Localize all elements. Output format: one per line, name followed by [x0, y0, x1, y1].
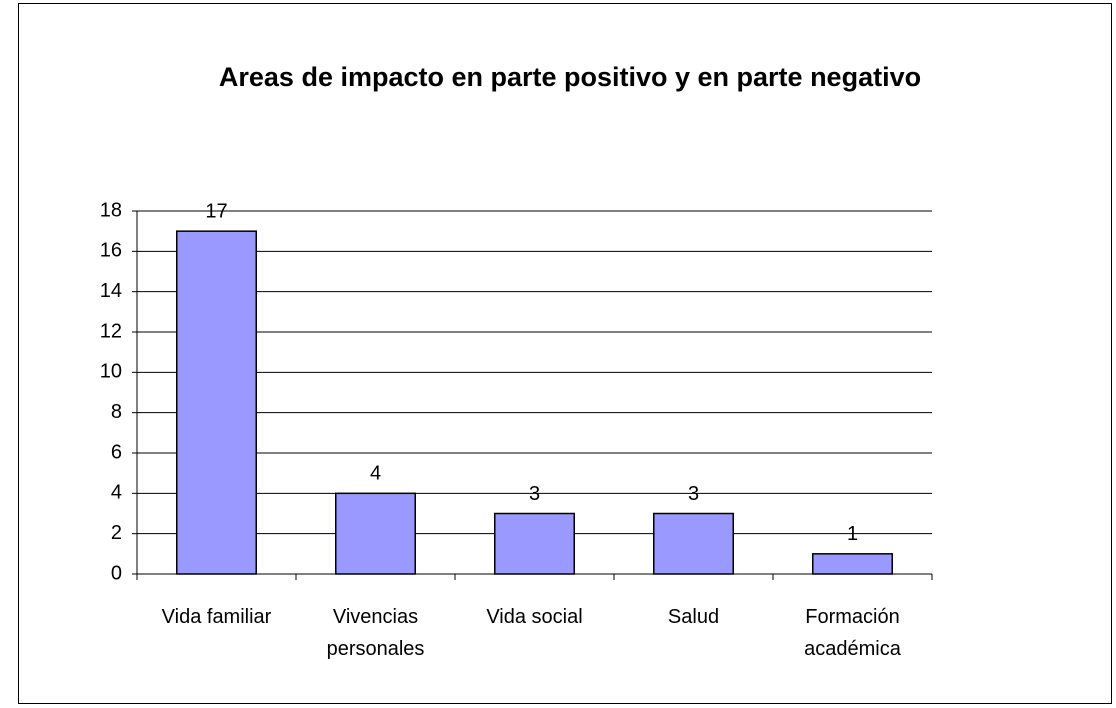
data-label: 3 — [529, 483, 540, 505]
x-tick-label: Formación académica — [804, 606, 901, 660]
y-tick-label: 0 — [111, 562, 122, 584]
y-tick-label: 2 — [111, 522, 122, 544]
bar — [335, 492, 416, 575]
bar — [812, 553, 893, 575]
data-label: 1 — [847, 523, 858, 545]
chart-title: Areas de impacto en parte positivo y en … — [218, 62, 922, 92]
y-tick-label: 18 — [100, 199, 122, 221]
data-label: 17 — [205, 200, 227, 222]
bar — [494, 512, 575, 575]
y-tick-label: 8 — [111, 401, 122, 423]
data-label: 3 — [688, 483, 699, 505]
y-tick-label: 12 — [100, 320, 122, 342]
chart-frame — [18, 3, 1112, 704]
y-tick-label: 16 — [100, 240, 122, 262]
bar — [176, 230, 257, 575]
x-tick-label: Vida social — [486, 606, 583, 628]
x-tick-label: Vida familiar — [161, 606, 272, 628]
x-tick-label: Salud — [667, 606, 720, 628]
x-tick-label: Vivencias personales — [326, 606, 425, 660]
y-tick-label: 14 — [100, 280, 122, 302]
y-tick-label: 10 — [100, 361, 122, 383]
y-tick-label: 6 — [111, 441, 122, 463]
data-label: 4 — [370, 463, 381, 485]
y-tick-label: 4 — [111, 482, 122, 504]
bar — [653, 512, 734, 575]
